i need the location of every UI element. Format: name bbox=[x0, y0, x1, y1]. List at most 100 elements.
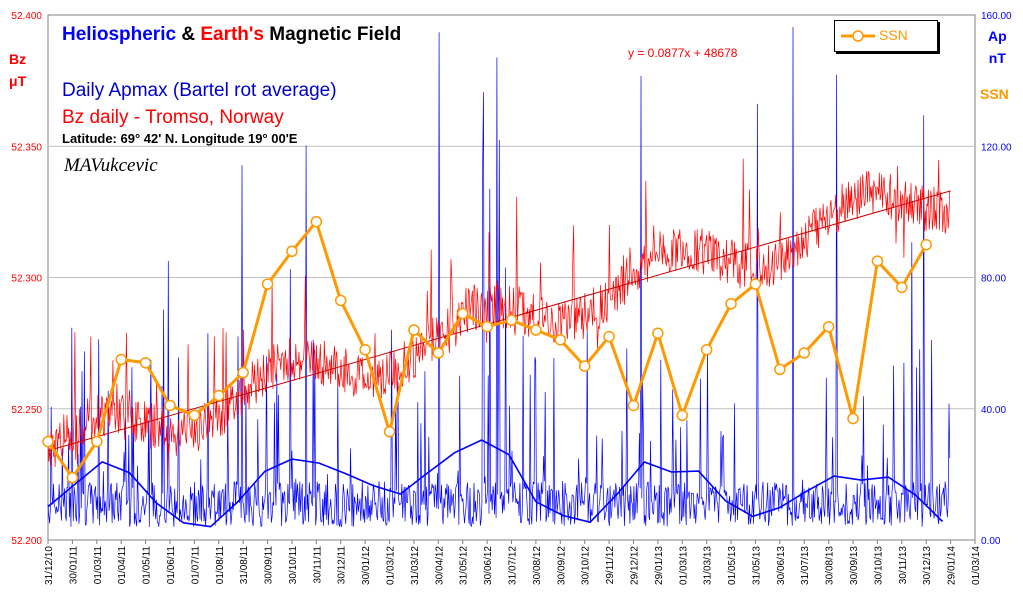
ssn-point bbox=[213, 389, 225, 402]
y-right-tick-label: 0.00 bbox=[981, 536, 1001, 547]
x-tick-label: 30/01/11 bbox=[68, 546, 79, 585]
ssn-point bbox=[334, 294, 347, 307]
x-tick-label: 31/03/12 bbox=[410, 546, 421, 585]
title-heliospheric: Heliospheric bbox=[62, 24, 177, 45]
x-tick-label: 01/08/11 bbox=[215, 546, 226, 585]
x-tick-label: 01/03/13 bbox=[678, 546, 689, 585]
x-tick-label: 31/12/10 bbox=[44, 546, 55, 585]
ssn-point bbox=[456, 307, 469, 320]
x-tick-label: 29/12/12 bbox=[629, 546, 640, 585]
subtitle-ap: Daily Apmax (Bartel rot average) bbox=[62, 80, 337, 101]
ssn-point bbox=[725, 298, 737, 310]
x-tick-label: 29/01/14 bbox=[947, 546, 958, 585]
y-right-tick-label: 160.00 bbox=[981, 11, 1012, 22]
x-tick-label: 01/03/12 bbox=[386, 546, 397, 585]
ssn-point bbox=[847, 412, 859, 425]
ssn-point bbox=[749, 278, 762, 290]
ssn-point bbox=[896, 281, 908, 294]
ssn-point bbox=[481, 320, 493, 333]
ssn-point bbox=[408, 324, 420, 336]
x-tick-label: 31/03/13 bbox=[703, 546, 714, 585]
y-right-label-line2: nT bbox=[988, 50, 1006, 66]
x-tick-label: 29/11/12 bbox=[605, 546, 616, 585]
trend-equation: y = 0.0877x + 48678 bbox=[628, 46, 738, 60]
y-left-tick-label: 52.400 bbox=[11, 11, 42, 22]
x-tick-label: 01/03/14 bbox=[971, 546, 982, 585]
x-tick-label: 01/05/11 bbox=[142, 546, 153, 585]
bz-trend-line bbox=[47, 190, 951, 452]
ssn-point bbox=[676, 409, 689, 422]
ssn-point bbox=[237, 366, 249, 379]
ssn-point bbox=[822, 320, 835, 333]
ssn-point bbox=[432, 347, 445, 359]
x-tick-label: 29/01/13 bbox=[654, 546, 665, 585]
y-left-tick-label: 52.350 bbox=[11, 142, 42, 153]
y-right-label-line1: Ap bbox=[988, 28, 1007, 44]
ssn-point bbox=[66, 471, 79, 484]
title-earths: Earth's bbox=[200, 24, 264, 45]
x-tick-label: 31/05/13 bbox=[751, 546, 762, 585]
y-left-tick-label: 52.300 bbox=[11, 274, 42, 285]
x-tick-label: 30/09/11 bbox=[264, 546, 275, 585]
legend-ssn-marker bbox=[841, 30, 875, 42]
ssn-point bbox=[920, 238, 932, 251]
x-tick-label: 30/09/13 bbox=[849, 546, 860, 585]
x-tick-label: 01/05/13 bbox=[727, 546, 738, 585]
ssn-point bbox=[164, 399, 176, 412]
x-tick-label: 31/05/12 bbox=[459, 546, 470, 585]
ssn-point bbox=[310, 215, 323, 228]
ssn-point bbox=[261, 278, 274, 290]
x-tick-label: 30/08/12 bbox=[532, 546, 543, 585]
x-tick-label: 30/12/13 bbox=[922, 546, 933, 585]
y-right-label-ssn: SSN bbox=[980, 86, 1009, 102]
ssn-point bbox=[139, 357, 152, 369]
x-tick-label: 01/03/11 bbox=[93, 546, 104, 585]
x-tick-label: 30/01/12 bbox=[361, 546, 372, 585]
x-tick-label: 30/11/13 bbox=[898, 546, 909, 585]
x-tick-label: 30/09/12 bbox=[556, 546, 567, 585]
y-left-label-line2: μT bbox=[9, 73, 27, 89]
x-tick-label: 30/06/12 bbox=[483, 546, 494, 585]
ssn-point bbox=[42, 435, 54, 448]
y-right-tick-label: 80.00 bbox=[981, 274, 1006, 285]
legend: SSN bbox=[834, 20, 938, 52]
chart-title: Heliospheric & Earth's Magnetic Field bbox=[62, 24, 401, 46]
x-tick-label: 30/11/11 bbox=[312, 546, 323, 584]
x-tick-label: 30/04/12 bbox=[434, 546, 445, 585]
lat-long: Latitude: 69° 42' N. Longitude 19° 00'E bbox=[62, 131, 298, 146]
y-right-label: Ap nT bbox=[988, 25, 1007, 69]
y-left-tick-label: 52.250 bbox=[11, 405, 42, 416]
ssn-point bbox=[578, 360, 591, 372]
bz-daily-line bbox=[47, 158, 951, 481]
ssn-point bbox=[91, 435, 103, 448]
ssn-point bbox=[652, 327, 664, 340]
x-tick-label: 30/10/12 bbox=[581, 546, 592, 585]
legend-ssn-label: SSN bbox=[879, 27, 908, 43]
ssn-point bbox=[554, 334, 567, 346]
ap-daily-line bbox=[47, 27, 951, 527]
ssn-point bbox=[530, 324, 542, 336]
x-tick-label: 30/08/13 bbox=[825, 546, 836, 585]
ssn-point bbox=[286, 245, 298, 257]
x-tick-label: 01/07/11 bbox=[190, 546, 201, 585]
x-tick-label: 30/06/13 bbox=[776, 546, 787, 585]
ssn-point bbox=[774, 363, 786, 376]
ssn-point bbox=[115, 353, 127, 366]
x-tick-label: 30/10/11 bbox=[288, 546, 299, 585]
ap-average-line bbox=[47, 439, 944, 528]
subtitle-bz: Bz daily - Tromso, Norway bbox=[62, 107, 284, 128]
title-magnetic-field: Magnetic Field bbox=[269, 24, 402, 45]
ssn-point bbox=[505, 314, 518, 326]
ssn-point bbox=[871, 255, 884, 267]
y-left-tick-label: 52.200 bbox=[11, 536, 42, 547]
x-tick-label: 30/12/11 bbox=[337, 546, 348, 585]
author-signature: MAVukcevic bbox=[64, 155, 158, 176]
x-tick-label: 01/06/11 bbox=[166, 546, 177, 585]
ssn-point bbox=[603, 330, 615, 343]
ssn-point bbox=[798, 347, 810, 359]
ssn-point bbox=[627, 399, 640, 412]
title-amp: & bbox=[181, 24, 196, 45]
y-left-label-line1: Bz bbox=[9, 51, 27, 67]
ssn-point bbox=[359, 343, 371, 356]
